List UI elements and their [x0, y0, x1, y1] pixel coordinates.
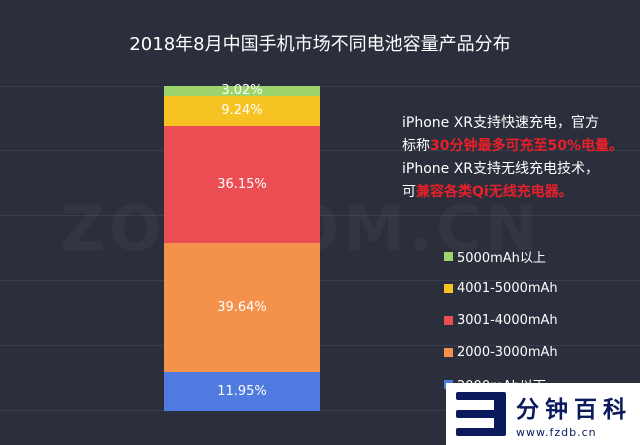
bar-segment: 36.15% — [164, 125, 320, 244]
bar-segment: 9.24% — [164, 95, 320, 126]
legend-swatch — [444, 283, 453, 293]
legend-label: 3001-4000mAh — [457, 312, 558, 328]
gridline — [0, 410, 640, 411]
annotation-line-4-prefix: 可 — [402, 184, 416, 200]
bar-segment: 39.64% — [164, 243, 320, 373]
annotation-line-4: 可兼容各类Qi无线充电器。 — [402, 181, 634, 204]
logo-url: www.fzdb.cn — [516, 425, 597, 439]
legend-swatch — [444, 251, 453, 261]
legend-item: 5000mAh以上 — [444, 246, 558, 266]
logo-name: 分钟百科 — [516, 396, 632, 423]
annotation-highlight-wireless: 兼容各类Qi无线充电器。 — [416, 184, 573, 200]
bar-segment-label: 9.24% — [221, 103, 263, 119]
gridline — [0, 150, 640, 151]
bar-segment-label: 3.02% — [221, 83, 263, 99]
gridline — [0, 345, 640, 346]
legend-label: 2000-3000mAh — [457, 344, 558, 360]
annotation-line-1: iPhone XR支持快速充电，官方 — [402, 115, 600, 131]
annotation-line-2: 标称30分钟最多可充至50%电量。 — [402, 135, 634, 158]
annotation-text: iPhone XR支持快速充电，官方 标称30分钟最多可充至50%电量。 iPh… — [402, 112, 634, 204]
gridline — [0, 215, 640, 216]
logo-b-icon — [456, 392, 506, 436]
legend-swatch — [444, 315, 453, 325]
bar-segment-label: 39.64% — [217, 300, 267, 316]
annotation-line-3: iPhone XR支持无线充电技术， — [402, 161, 600, 177]
chart-title: 2018年8月中国手机市场不同电池容量产品分布 — [129, 34, 511, 55]
gridline — [0, 280, 640, 281]
gridline — [0, 86, 640, 87]
legend-item: 3001-4000mAh — [444, 310, 558, 330]
annotation-highlight-charging: 30分钟最多可充至50%电量。 — [430, 138, 623, 154]
legend-item: 4001-5000mAh — [444, 278, 558, 298]
annotation-line-2-prefix: 标称 — [402, 138, 430, 154]
legend-item: 2000-3000mAh — [444, 342, 558, 362]
legend-swatch — [444, 347, 453, 357]
legend: 5000mAh以上 4001-5000mAh 3001-4000mAh 2000-30… — [444, 246, 558, 406]
logo: 分钟百科 www.fzdb.cn — [446, 383, 640, 445]
legend-label: 4001-5000mAh — [457, 280, 558, 296]
bar-segment-label: 11.95% — [217, 384, 267, 400]
bar-segment: 11.95% — [164, 372, 320, 411]
bar-segment-label: 36.15% — [217, 177, 267, 193]
legend-label: 5000mAh以上 — [457, 250, 546, 266]
logo-text: 分钟百科 www.fzdb.cn — [516, 390, 632, 439]
bar-segment: 3.02% — [164, 83, 320, 99]
stacked-bar: 11.95% 39.64% 36.15% 9.24% 3.02% — [164, 83, 320, 411]
